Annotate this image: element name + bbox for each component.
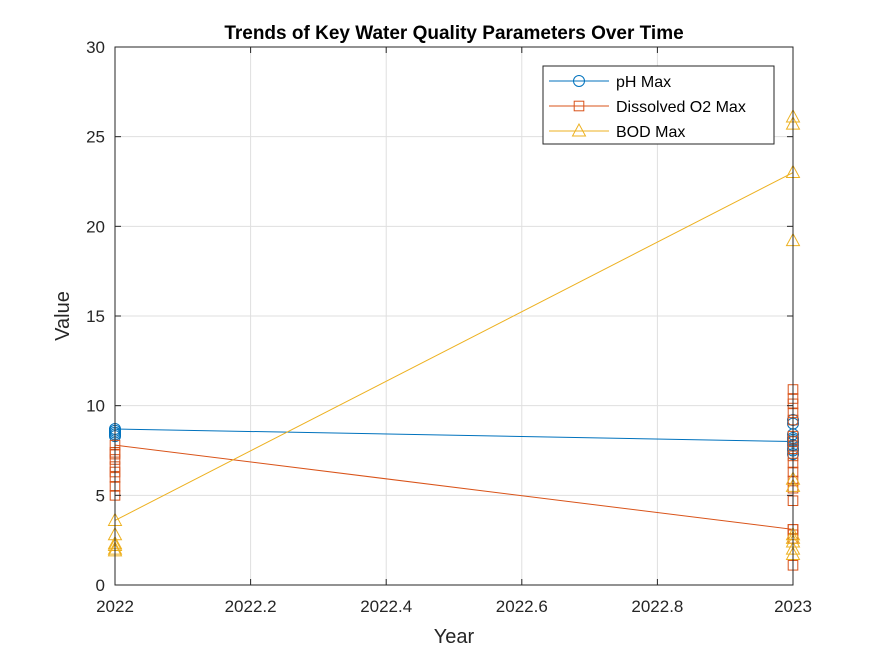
y-tick-label: 10 bbox=[86, 397, 105, 416]
data-point-triangle bbox=[571, 122, 587, 137]
legend-label: BOD Max bbox=[616, 124, 685, 141]
legend-item: Dissolved O2 Max bbox=[549, 99, 746, 116]
data-point-square bbox=[573, 100, 585, 112]
x-tick-label: 2023 bbox=[774, 597, 812, 616]
x-tick-label: 2022.2 bbox=[225, 597, 277, 616]
y-tick-label: 30 bbox=[86, 38, 105, 57]
data-point-circle bbox=[573, 75, 585, 87]
axis-ticks: 2022 2022.2 2022.4 2022.6 2022.8 2023 0 5 10 15 20… bbox=[86, 38, 812, 616]
y-tick-label: 5 bbox=[96, 486, 105, 505]
legend-item: BOD Max bbox=[549, 122, 685, 141]
y-axis-label: Value bbox=[52, 291, 74, 341]
legend: pH Max Dissolved O2 Max BOD Max bbox=[542, 65, 775, 145]
y-tick-label: 15 bbox=[86, 307, 105, 326]
legend-label: pH Max bbox=[616, 74, 671, 91]
y-tick-label: 20 bbox=[86, 217, 105, 236]
x-tick-label: 2022.6 bbox=[496, 597, 548, 616]
legend-item: pH Max bbox=[549, 74, 671, 91]
y-tick-label: 25 bbox=[86, 128, 105, 147]
y-tick-label: 0 bbox=[96, 576, 105, 595]
legend-label: Dissolved O2 Max bbox=[616, 99, 746, 116]
chart-title: Trends of Key Water Quality Parameters O… bbox=[224, 23, 683, 44]
x-axis-label: Year bbox=[434, 626, 475, 648]
x-tick-label: 2022.4 bbox=[360, 597, 412, 616]
x-tick-label: 2022 bbox=[96, 597, 134, 616]
x-tick-label: 2022.8 bbox=[631, 597, 683, 616]
